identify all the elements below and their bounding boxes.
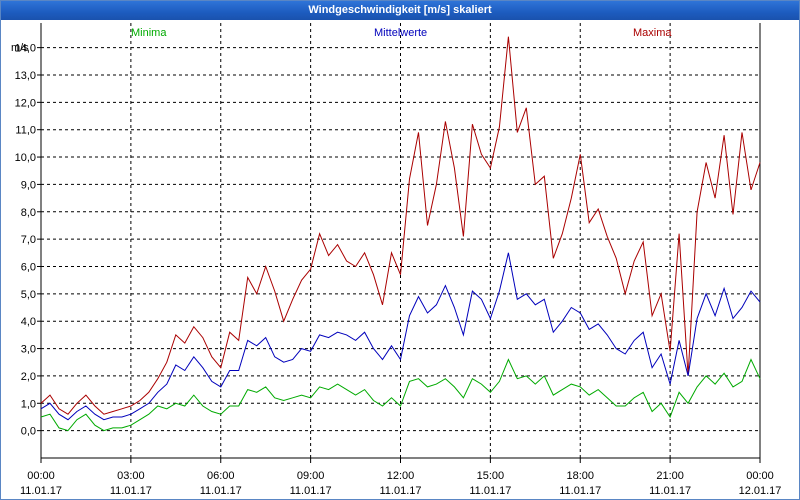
y-tick-label: 4,0	[21, 316, 36, 328]
series-line-mittelwerte	[40, 252, 761, 421]
x-tick-date: 11.01.17	[20, 485, 62, 497]
y-tick-label: 3,0	[21, 344, 36, 356]
y-tick-label: 12,0	[15, 97, 36, 109]
x-tick-time: 06:00	[207, 470, 235, 482]
legend-mittelwerte: Mittelwerte	[374, 27, 427, 39]
y-tick-label: 0,0	[21, 426, 36, 438]
x-tick-date: 11.01.17	[559, 485, 601, 497]
y-tick-label: 6,0	[21, 261, 36, 273]
x-tick-time: 09:00	[297, 470, 325, 482]
series-line-maxima	[40, 36, 761, 415]
x-tick-time: 00:00	[746, 470, 774, 482]
legend-maxima: Maxima	[633, 27, 672, 39]
x-tick-date: 11.01.17	[469, 485, 511, 497]
x-tick-date: 11.01.17	[200, 485, 242, 497]
x-tick-time: 00:00	[27, 470, 55, 482]
y-tick-label: 5,0	[21, 289, 36, 301]
x-tick-date: 11.01.17	[649, 485, 691, 497]
wind-speed-chart: m/s Minima Mittelwerte Maxima 0,0 1,0 2,0 3…	[11, 23, 782, 497]
y-tick-label: 11,0	[15, 125, 36, 137]
window-title: Windgeschwindigkeit [m/s] skaliert	[1, 1, 799, 20]
y-tick-label: 10,0	[15, 152, 36, 164]
x-tick-time: 21:00	[656, 470, 684, 482]
legend-minima: Minima	[131, 27, 167, 39]
y-tick-label: 2,0	[21, 371, 36, 383]
y-tick-label: 9,0	[21, 179, 36, 191]
x-tick-time: 18:00	[566, 470, 594, 482]
y-tick-label: 7,0	[21, 234, 36, 246]
y-tick-label: 1,0	[21, 398, 36, 410]
x-tick-date: 11.01.17	[110, 485, 152, 497]
x-tick-time: 15:00	[477, 470, 505, 482]
y-tick-label: 14,0	[15, 43, 36, 55]
x-tick-time: 12:00	[387, 470, 415, 482]
x-tick-date: 12.01.17	[739, 485, 782, 497]
series-line-minima	[40, 358, 761, 432]
y-tick-label: 13,0	[15, 70, 36, 82]
x-tick-time: 03:00	[117, 470, 145, 482]
y-tick-label: 8,0	[21, 207, 36, 219]
grid-lines	[37, 23, 761, 463]
x-tick-date: 11.01.17	[290, 485, 332, 497]
y-axis-label: m/s	[11, 42, 29, 54]
x-tick-date: 11.01.17	[379, 485, 421, 497]
